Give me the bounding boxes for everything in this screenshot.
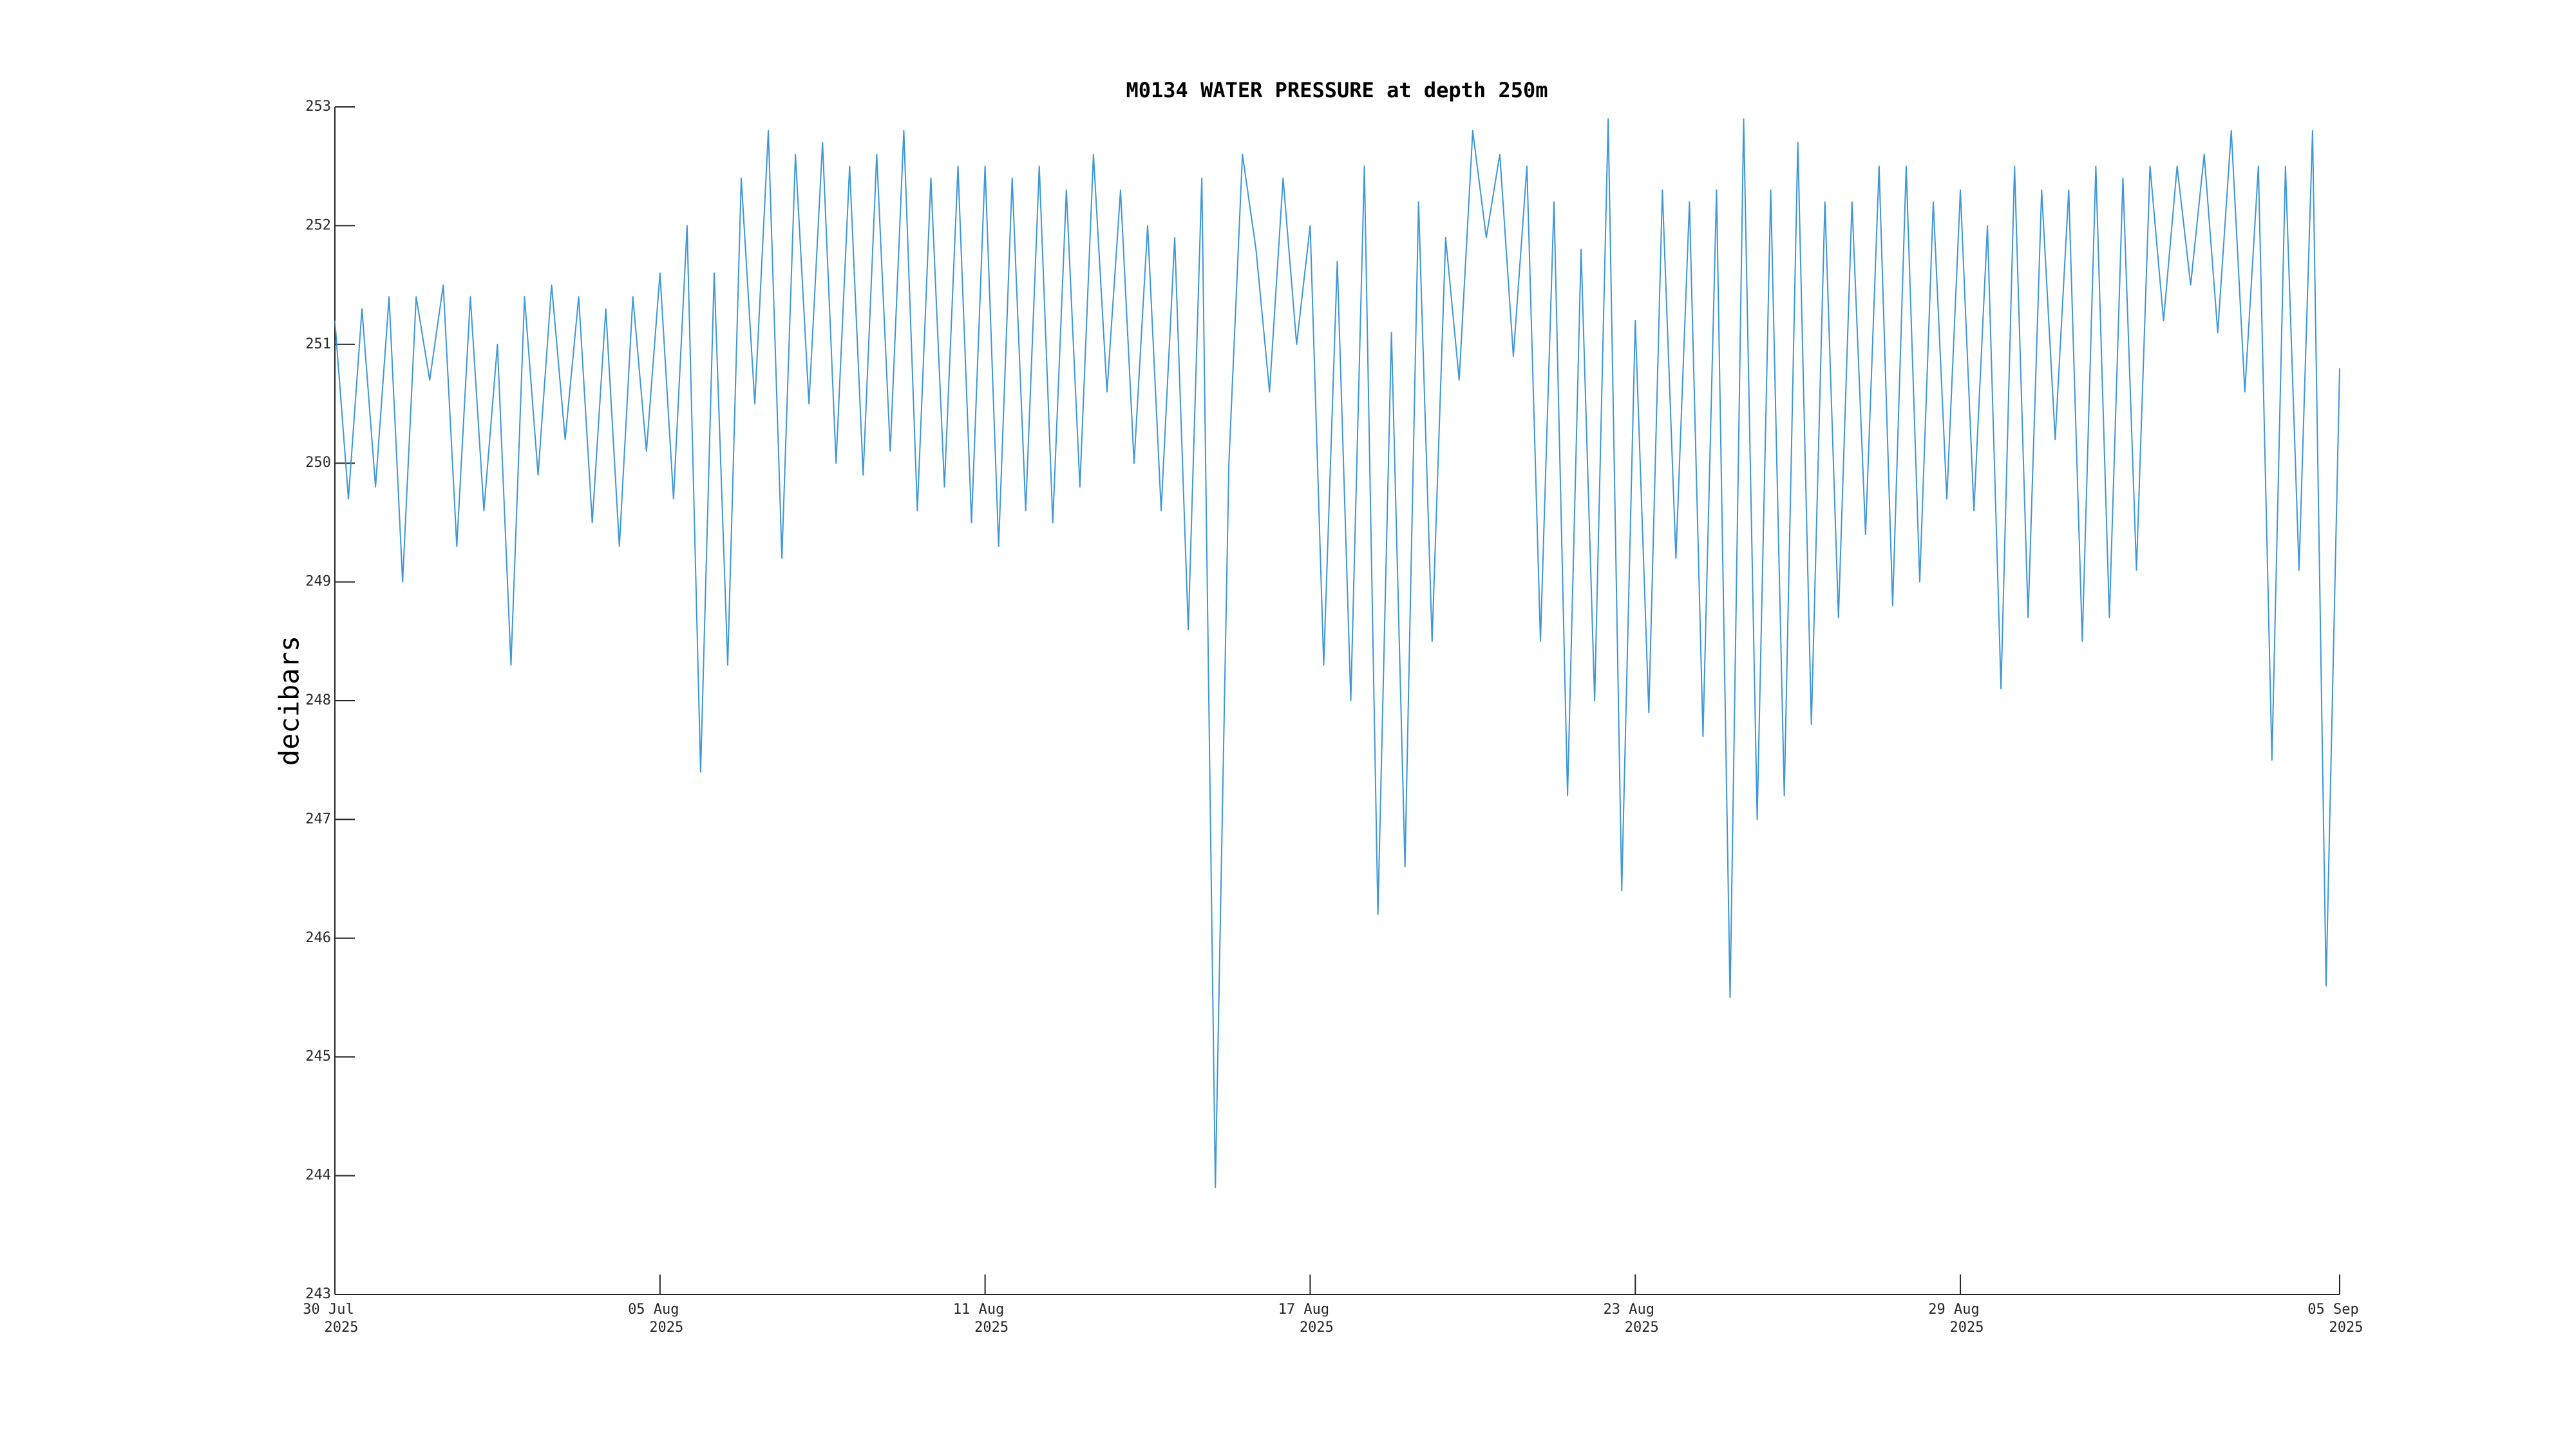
x-tick-label: 11 Aug (953, 1302, 1004, 1318)
y-tick-label: 248 (305, 692, 331, 708)
x-tick-label: 2025 (1625, 1320, 1659, 1336)
x-tick-label: 2025 (325, 1320, 359, 1336)
x-tick-label: 05 Sep (2307, 1302, 2358, 1318)
x-tick-label: 30 Jul (303, 1302, 354, 1318)
x-tick-label: 2025 (649, 1320, 683, 1336)
x-tick-label: 05 Aug (628, 1302, 679, 1318)
data-line (334, 118, 2340, 1189)
x-tick-label: 2025 (974, 1320, 1009, 1336)
x-tick-label: 2025 (1300, 1320, 1334, 1336)
chart-title: M0134 WATER PRESSURE at depth 250m (1126, 78, 1548, 102)
x-tick-label: 17 Aug (1278, 1302, 1329, 1318)
y-tick-label: 244 (305, 1168, 331, 1184)
x-tick-label: 2025 (1950, 1320, 1984, 1336)
y-tick-label: 252 (305, 217, 331, 233)
y-tick-label: 249 (305, 574, 331, 590)
y-tick-label: 246 (305, 930, 331, 946)
x-tick-label: 2025 (2329, 1320, 2363, 1336)
y-tick-label: 245 (305, 1048, 331, 1065)
y-tick-label: 250 (305, 455, 331, 471)
y-tick-label: 247 (305, 811, 331, 827)
y-tick-label: 251 (305, 336, 331, 352)
y-tick-label: 253 (305, 99, 331, 115)
x-tick-label: 29 Aug (1928, 1302, 1979, 1318)
x-tick-label: 23 Aug (1604, 1302, 1654, 1318)
y-tick-label: 243 (305, 1286, 331, 1302)
y-axis-label: decibars (274, 636, 305, 766)
